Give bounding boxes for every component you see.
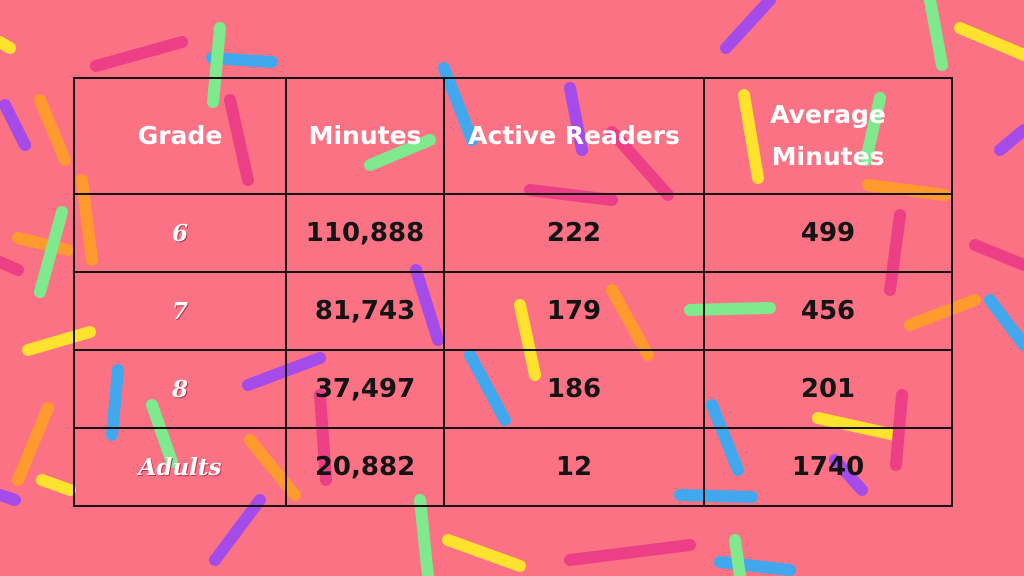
sprinkle-decoration (12, 402, 54, 486)
sprinkle-decoration (414, 494, 434, 576)
sprinkle-decoration (0, 99, 31, 151)
table-row: 8 37,497 186 201 (73, 349, 953, 429)
sprinkle-decoration (564, 539, 696, 566)
average-minutes-cell: 1740 (703, 427, 953, 507)
table-row: Adults 20,882 12 1740 (73, 427, 953, 507)
sprinkle-decoration (90, 36, 188, 72)
active-readers-cell: 186 (443, 349, 705, 429)
average-minutes-cell: 201 (703, 349, 953, 429)
active-readers-cell: 179 (443, 271, 705, 351)
sprinkle-decoration (994, 124, 1024, 156)
header-grade: Grade (73, 77, 287, 195)
grade-cell: 7 (73, 271, 287, 351)
header-active-readers-label: Active Readers (468, 120, 680, 150)
header-minutes-label: Minutes (308, 120, 422, 150)
table-row: 6 110,888 222 499 (73, 193, 953, 273)
minutes-cell: 110,888 (285, 193, 445, 273)
header-minutes: Minutes (285, 77, 445, 195)
header-active-readers: Active Readers (443, 77, 705, 195)
minutes-cell: 81,743 (285, 271, 445, 351)
sprinkle-decoration (714, 556, 796, 576)
grade-cell: 6 (73, 193, 287, 273)
sprinkle-decoration (0, 489, 21, 506)
grade-cell: Adults (73, 427, 287, 507)
table-row: 7 81,743 179 456 (73, 271, 953, 351)
header-grade-label: Grade (137, 120, 223, 150)
sprinkle-decoration (924, 0, 948, 71)
header-average-minutes-label: Average Minutes (770, 99, 886, 172)
active-readers-cell: 12 (443, 427, 705, 507)
minutes-cell: 20,882 (285, 427, 445, 507)
header-row: Grade Minutes Active Readers Average Min… (73, 77, 953, 195)
sprinkle-decoration (0, 36, 16, 54)
header-average-minutes: Average Minutes (703, 77, 953, 195)
active-readers-cell: 222 (443, 193, 705, 273)
sprinkle-decoration (729, 534, 746, 576)
sprinkle-decoration (36, 474, 76, 496)
sprinkle-decoration (954, 22, 1024, 61)
sprinkle-decoration (34, 94, 71, 166)
sprinkle-decoration (12, 232, 74, 256)
sprinkle-decoration (34, 206, 68, 298)
average-minutes-cell: 499 (703, 193, 953, 273)
grade-cell: 8 (73, 349, 287, 429)
sprinkle-decoration (984, 294, 1024, 351)
sprinkle-decoration (209, 494, 266, 566)
minutes-cell: 37,497 (285, 349, 445, 429)
sprinkle-decoration (0, 256, 24, 276)
reading-minutes-table: Grade Minutes Active Readers Average Min… (73, 77, 953, 507)
average-minutes-cell: 456 (703, 271, 953, 351)
sprinkle-decoration (969, 239, 1024, 271)
sprinkle-decoration (720, 0, 776, 54)
sprinkle-decoration (442, 534, 526, 572)
